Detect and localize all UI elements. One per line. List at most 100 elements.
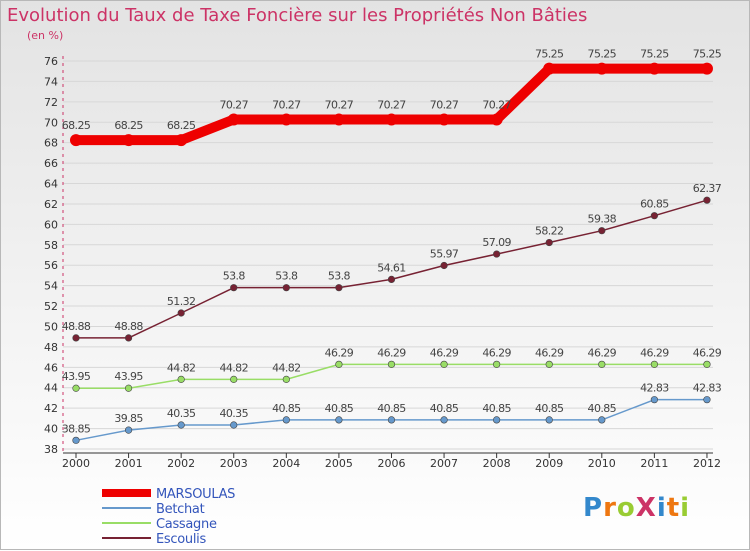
data-point xyxy=(332,113,345,126)
data-point xyxy=(282,284,290,292)
data-label: 39.85 xyxy=(114,412,143,425)
data-label: 75.25 xyxy=(588,48,617,61)
y-tick-label: 38 xyxy=(44,443,58,456)
x-tick-label: 2000 xyxy=(62,457,90,470)
logo-letter: r xyxy=(603,493,617,523)
data-label: 46.29 xyxy=(377,346,406,359)
data-label: 75.25 xyxy=(535,48,564,61)
data-point xyxy=(282,416,290,424)
data-label: 75.25 xyxy=(693,48,722,61)
data-point xyxy=(335,284,343,292)
x-tick-label: 2004 xyxy=(272,457,300,470)
data-label: 40.35 xyxy=(167,407,196,420)
chart-subtitle: (en %) xyxy=(27,29,64,42)
data-point xyxy=(493,360,501,368)
data-label: 46.29 xyxy=(640,346,669,359)
data-point xyxy=(440,416,448,424)
x-tick-label: 2011 xyxy=(640,457,668,470)
data-label: 57.09 xyxy=(482,236,511,249)
data-point xyxy=(177,421,185,429)
data-label: 38.85 xyxy=(62,422,91,435)
data-label: 48.88 xyxy=(62,320,91,333)
data-point xyxy=(440,360,448,368)
legend-label: Cassagne xyxy=(156,517,217,532)
y-tick-label: 66 xyxy=(44,157,58,170)
data-point xyxy=(72,436,80,444)
data-point xyxy=(545,238,553,247)
data-label: 70.27 xyxy=(430,99,459,112)
data-point xyxy=(598,416,606,424)
data-point xyxy=(700,62,713,75)
data-point xyxy=(493,250,501,258)
data-label: 68.25 xyxy=(62,119,91,132)
data-label: 55.97 xyxy=(430,248,459,261)
data-label: 46.29 xyxy=(430,346,459,359)
data-label: 46.29 xyxy=(588,346,617,359)
data-label: 58.22 xyxy=(535,225,564,238)
data-label: 62.37 xyxy=(693,182,722,195)
proxiti-logo: ProXiti xyxy=(583,493,690,523)
data-label: 46.29 xyxy=(325,346,354,359)
data-point xyxy=(282,375,290,383)
x-tick-label: 2002 xyxy=(167,457,195,470)
x-tick-label: 2008 xyxy=(483,457,511,470)
x-tick-label: 2007 xyxy=(430,457,458,470)
chart-title: Evolution du Taux de Taxe Foncière sur l… xyxy=(7,5,588,26)
y-tick-label: 70 xyxy=(44,116,58,129)
data-point xyxy=(177,375,185,383)
y-tick-label: 72 xyxy=(44,96,58,109)
data-point xyxy=(230,375,238,383)
data-point xyxy=(177,309,185,317)
x-tick-label: 2006 xyxy=(377,457,405,470)
data-label: 59.38 xyxy=(588,213,617,226)
data-label: 54.61 xyxy=(377,261,406,274)
data-label: 70.27 xyxy=(377,99,406,112)
data-point xyxy=(124,334,133,342)
y-tick-label: 64 xyxy=(44,178,58,191)
y-tick-label: 68 xyxy=(44,137,58,150)
data-label: 40.85 xyxy=(588,402,617,415)
data-point xyxy=(595,62,608,75)
data-point xyxy=(230,421,238,429)
data-point xyxy=(335,360,343,368)
data-point xyxy=(703,196,711,204)
y-tick-label: 76 xyxy=(44,55,58,68)
y-tick-label: 42 xyxy=(44,402,58,415)
data-label: 70.27 xyxy=(482,99,511,112)
data-point xyxy=(490,113,503,126)
data-label: 42.83 xyxy=(640,382,669,395)
x-tick-label: 2010 xyxy=(588,457,616,470)
x-tick-label: 2012 xyxy=(693,457,721,470)
data-point xyxy=(122,134,135,147)
data-label: 70.27 xyxy=(219,99,248,112)
x-tick-label: 2001 xyxy=(115,457,143,470)
logo-letter: X xyxy=(635,493,657,523)
data-label: 40.85 xyxy=(325,402,354,415)
data-label: 46.29 xyxy=(482,346,511,359)
y-tick-label: 62 xyxy=(44,198,58,211)
y-tick-label: 54 xyxy=(44,280,58,293)
data-point xyxy=(124,426,133,434)
data-point xyxy=(70,134,82,147)
logo-letter: t xyxy=(666,493,681,523)
data-point xyxy=(493,416,501,424)
data-label: 51.32 xyxy=(167,295,196,308)
data-label: 44.82 xyxy=(219,361,248,374)
data-label: 46.29 xyxy=(535,346,564,359)
data-point xyxy=(440,261,448,270)
data-label: 43.95 xyxy=(114,370,143,383)
data-point xyxy=(387,416,396,424)
y-tick-label: 60 xyxy=(44,218,58,231)
y-tick-label: 56 xyxy=(44,259,58,272)
data-point xyxy=(335,416,343,424)
legend-label: Betchat xyxy=(156,502,205,517)
data-point xyxy=(72,334,80,342)
y-tick-label: 44 xyxy=(44,382,58,395)
data-point xyxy=(545,416,553,424)
data-point xyxy=(438,113,451,126)
data-label: 44.82 xyxy=(272,361,301,374)
y-tick-label: 52 xyxy=(44,300,58,313)
data-point xyxy=(387,275,396,284)
